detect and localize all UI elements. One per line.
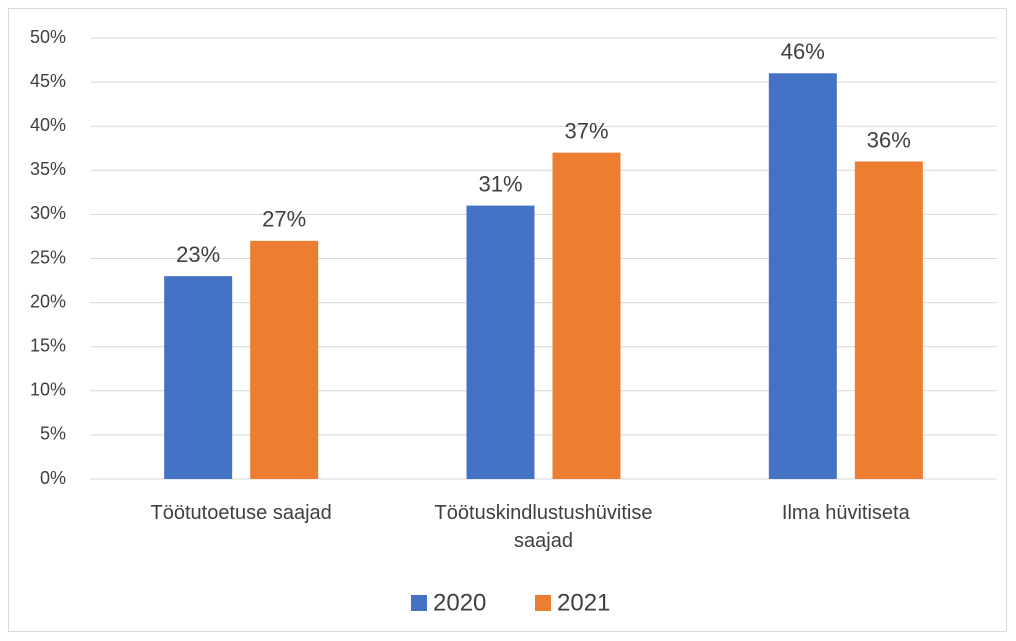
y-tick-label: 45% <box>30 71 66 91</box>
data-label: 31% <box>478 171 522 196</box>
bar <box>164 276 233 479</box>
y-tick-label: 10% <box>30 380 66 400</box>
data-label: 46% <box>781 39 825 64</box>
legend-label: 2021 <box>557 589 610 616</box>
x-tick-label: Töötuskindlustushüvitise saajad <box>434 502 653 552</box>
legend-swatch <box>411 595 427 611</box>
y-tick-label: 50% <box>30 27 66 47</box>
x-tick-label: Töötutoetuse saajad <box>150 502 332 524</box>
data-label: 27% <box>262 207 306 232</box>
bar <box>250 240 319 479</box>
y-tick-label: 15% <box>30 335 66 355</box>
y-tick-label: 0% <box>40 468 66 488</box>
data-label: 36% <box>867 127 911 152</box>
data-label: 23% <box>176 242 220 267</box>
y-tick-label: 25% <box>30 247 66 267</box>
y-tick-label: 40% <box>30 115 66 135</box>
bar <box>768 73 837 479</box>
y-tick-label: 30% <box>30 203 66 223</box>
y-tick-label: 20% <box>30 291 66 311</box>
y-tick-label: 35% <box>30 159 66 179</box>
legend-swatch <box>535 595 551 611</box>
bar <box>466 205 535 479</box>
legend-label: 2020 <box>433 589 486 616</box>
bar <box>854 161 923 480</box>
bar <box>552 152 621 479</box>
x-tick-label: Ilma hüvitiseta <box>781 502 910 524</box>
y-tick-label: 5% <box>40 424 66 444</box>
data-label: 37% <box>564 118 608 143</box>
